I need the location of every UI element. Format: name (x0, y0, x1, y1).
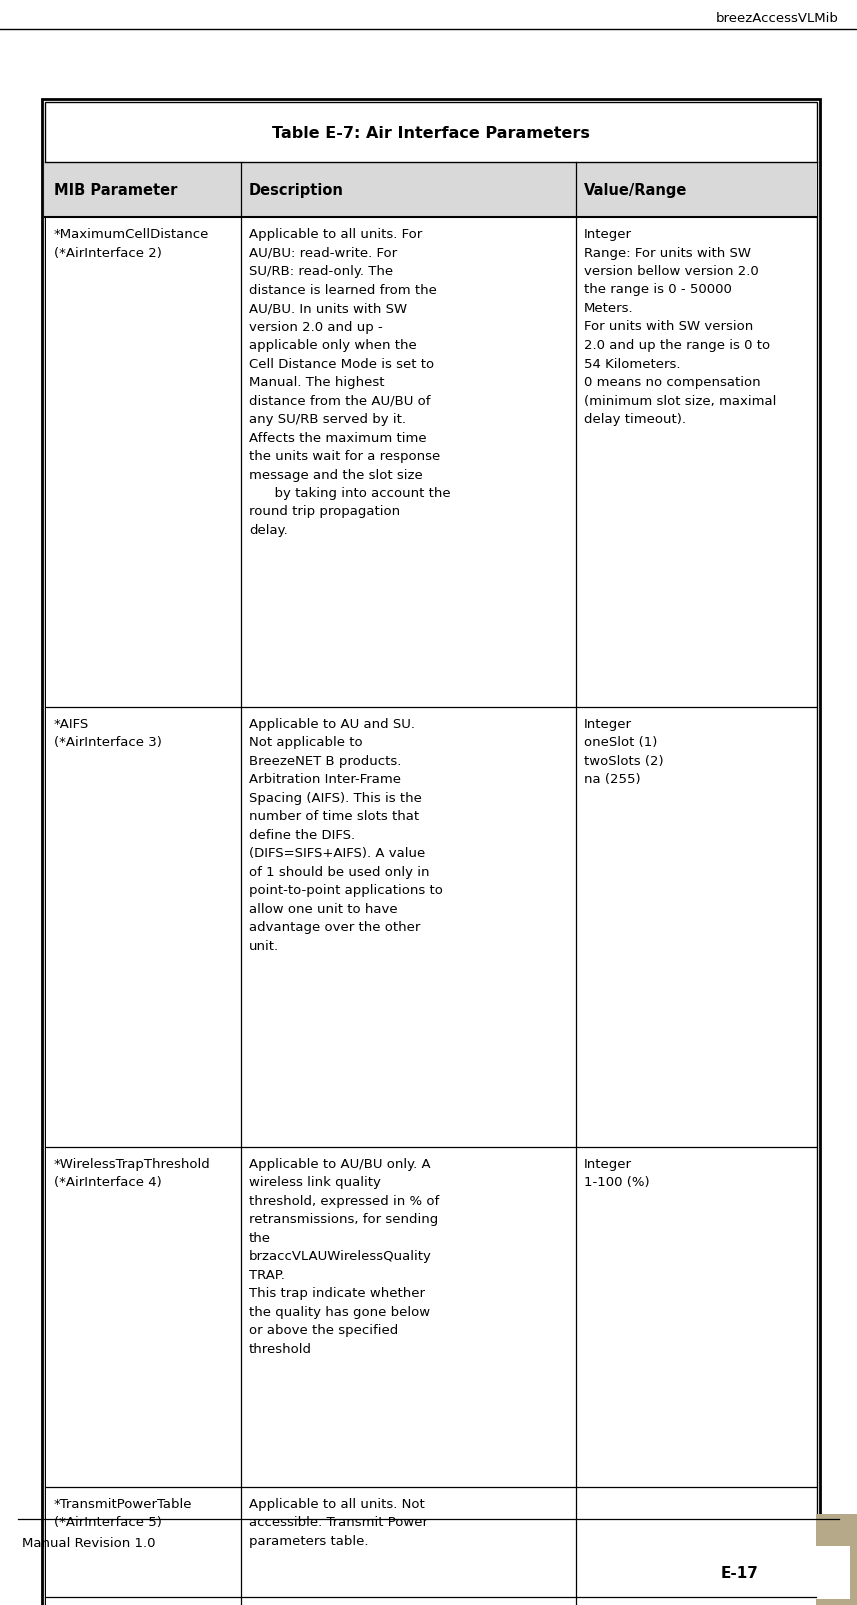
Text: Manual Revision 1.0: Manual Revision 1.0 (22, 1536, 155, 1549)
Text: 1-100 (%): 1-100 (%) (584, 1176, 650, 1189)
Text: define the DIFS.: define the DIFS. (249, 828, 355, 841)
Text: *WirelessTrapThreshold: *WirelessTrapThreshold (54, 1157, 211, 1170)
Bar (46, 1148, 816, 1488)
Bar (46, 1488, 816, 1597)
Text: brzaccVLAUWirelessQuality: brzaccVLAUWirelessQuality (249, 1250, 432, 1263)
Text: Integer: Integer (584, 1157, 632, 1170)
Text: version 2.0 and up -: version 2.0 and up - (249, 321, 383, 334)
Text: (minimum slot size, maximal: (minimum slot size, maximal (584, 395, 776, 408)
Text: (*AirInterface 3): (*AirInterface 3) (54, 737, 162, 750)
Text: distance is learned from the: distance is learned from the (249, 284, 437, 297)
Text: Cell Distance Mode is set to: Cell Distance Mode is set to (249, 358, 434, 371)
Text: For units with SW version: For units with SW version (584, 321, 753, 334)
Text: message and the slot size: message and the slot size (249, 469, 423, 482)
Bar (615, 1514, 857, 1605)
Text: wireless link quality: wireless link quality (249, 1176, 381, 1189)
Text: breezAccessVLMib: breezAccessVLMib (716, 11, 839, 24)
Text: twoSlots (2): twoSlots (2) (584, 754, 663, 767)
Text: Table E-7: Air Interface Parameters: Table E-7: Air Interface Parameters (272, 125, 590, 140)
Text: round trip propagation: round trip propagation (249, 506, 400, 518)
Text: any SU/RB served by it.: any SU/RB served by it. (249, 412, 406, 425)
Text: AU/BU: read-write. For: AU/BU: read-write. For (249, 246, 397, 260)
Text: 54 Kilometers.: 54 Kilometers. (584, 358, 680, 371)
Text: allow one unit to have: allow one unit to have (249, 902, 398, 915)
Text: (DIFS=SIFS+AIFS). A value: (DIFS=SIFS+AIFS). A value (249, 847, 425, 860)
Text: Arbitration Inter-Frame: Arbitration Inter-Frame (249, 774, 401, 786)
Text: version bellow version 2.0: version bellow version 2.0 (584, 265, 758, 278)
Text: oneSlot (1): oneSlot (1) (584, 737, 657, 750)
Text: accessible. Transmit Power: accessible. Transmit Power (249, 1515, 428, 1528)
Bar (46, 218, 816, 708)
Text: AU/BU. In units with SW: AU/BU. In units with SW (249, 302, 407, 315)
Text: of 1 should be used only in: of 1 should be used only in (249, 865, 429, 878)
Text: unit.: unit. (249, 939, 279, 952)
Text: the units wait for a response: the units wait for a response (249, 449, 440, 462)
Text: na (255): na (255) (584, 774, 641, 786)
Text: MIB Parameter: MIB Parameter (54, 183, 177, 197)
Text: (*AirInterface 5): (*AirInterface 5) (54, 1515, 162, 1528)
Text: retransmissions, for sending: retransmissions, for sending (249, 1213, 438, 1226)
Text: distance from the AU/BU of: distance from the AU/BU of (249, 395, 430, 408)
Text: advantage over the other: advantage over the other (249, 921, 421, 934)
Text: delay.: delay. (249, 523, 288, 536)
Text: the range is 0 - 50000: the range is 0 - 50000 (584, 284, 732, 297)
Text: (*AirInterface 2): (*AirInterface 2) (54, 246, 162, 260)
Text: *TransmitPowerTable: *TransmitPowerTable (54, 1497, 193, 1510)
Bar (46, 708, 816, 1148)
Text: Meters.: Meters. (584, 302, 633, 315)
Text: 0 means no compensation: 0 means no compensation (584, 376, 761, 388)
Text: threshold, expressed in % of: threshold, expressed in % of (249, 1194, 440, 1207)
Text: or above the specified: or above the specified (249, 1324, 399, 1337)
Text: 2.0 and up the range is 0 to: 2.0 and up the range is 0 to (584, 339, 770, 351)
Text: Integer: Integer (584, 717, 632, 730)
Text: point-to-point applications to: point-to-point applications to (249, 884, 443, 897)
Text: This trap indicate whether: This trap indicate whether (249, 1287, 425, 1300)
Text: by taking into account the: by taking into account the (249, 486, 451, 499)
Text: (*AirInterface 4): (*AirInterface 4) (54, 1176, 162, 1189)
Text: BreezeNET B products.: BreezeNET B products. (249, 754, 401, 767)
Bar (46, 1597, 816, 1605)
Text: number of time slots that: number of time slots that (249, 811, 419, 823)
Text: Range: For units with SW: Range: For units with SW (584, 246, 751, 260)
Text: threshold: threshold (249, 1342, 312, 1355)
Text: parameters table.: parameters table. (249, 1534, 369, 1547)
Text: Affects the maximum time: Affects the maximum time (249, 432, 427, 445)
Text: Applicable to AU/BU only. A: Applicable to AU/BU only. A (249, 1157, 430, 1170)
Text: E-17: E-17 (721, 1565, 759, 1579)
Text: Applicable to all units. For: Applicable to all units. For (249, 228, 423, 241)
Text: Applicable to all units. Not: Applicable to all units. Not (249, 1497, 425, 1510)
Text: the: the (249, 1231, 271, 1244)
Text: Not applicable to: Not applicable to (249, 737, 363, 750)
Text: Manual. The highest: Manual. The highest (249, 376, 385, 388)
Text: Spacing (AIFS). This is the: Spacing (AIFS). This is the (249, 791, 422, 804)
Text: *AIFS: *AIFS (54, 717, 89, 730)
Text: TRAP.: TRAP. (249, 1268, 285, 1281)
Text: delay timeout).: delay timeout). (584, 412, 686, 425)
Bar (630, 1546, 850, 1599)
Text: the quality has gone below: the quality has gone below (249, 1305, 430, 1318)
Text: applicable only when the: applicable only when the (249, 339, 417, 351)
Text: SU/RB: read-only. The: SU/RB: read-only. The (249, 265, 393, 278)
Text: *MaximumCellDistance: *MaximumCellDistance (54, 228, 209, 241)
Bar (45, 162, 817, 218)
Text: Value/Range: Value/Range (584, 183, 687, 197)
Text: Applicable to AU and SU.: Applicable to AU and SU. (249, 717, 415, 730)
Text: Description: Description (249, 183, 344, 197)
Text: Integer: Integer (584, 228, 632, 241)
